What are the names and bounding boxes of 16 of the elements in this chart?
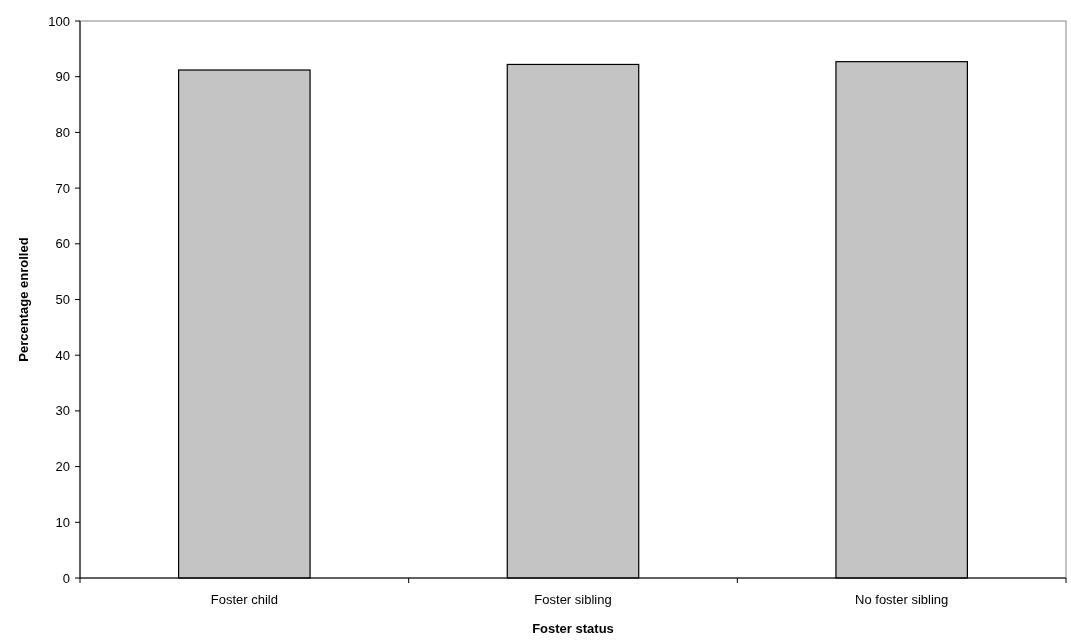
y-tick-label: 90: [55, 69, 70, 85]
x-tick-label: Foster sibling: [534, 592, 612, 607]
y-tick-label: 40: [55, 347, 70, 363]
y-tick-label: 30: [55, 403, 70, 419]
y-tick-label: 10: [55, 514, 70, 530]
x-tick-label: Foster child: [210, 592, 278, 607]
y-tick-label: 50: [55, 292, 70, 308]
y-tick-label: 100: [48, 13, 70, 29]
y-tick-label: 70: [55, 180, 70, 196]
y-tick-label: 20: [55, 459, 70, 475]
x-tick-label: No foster sibling: [855, 592, 949, 607]
x-axis-title: Foster status: [532, 621, 614, 636]
y-tick-label: 80: [55, 124, 70, 140]
y-axis-title: Percentage enrolled: [16, 237, 31, 362]
y-tick-label: 60: [55, 236, 70, 252]
y-tick-label: 0: [62, 570, 70, 586]
